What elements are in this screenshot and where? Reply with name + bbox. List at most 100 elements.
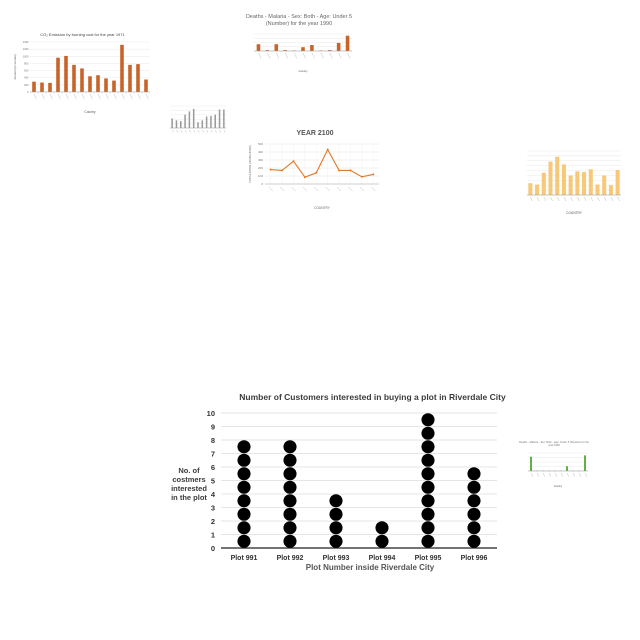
x-tick-label [97, 93, 101, 99]
bar [595, 184, 600, 195]
x-axis-label: Country [298, 69, 308, 73]
data-dot [237, 534, 251, 548]
data-point [292, 160, 295, 163]
bar [265, 50, 270, 51]
bar [72, 64, 76, 92]
y-tick-label: 800 [24, 61, 29, 65]
x-tick-label [171, 129, 174, 133]
data-dot [283, 507, 297, 521]
x-tick-label [543, 196, 547, 202]
data-dot [237, 453, 251, 467]
y-tick-label: 1200 [23, 47, 29, 51]
x-tick-label [590, 196, 594, 202]
data-dot [329, 494, 343, 508]
x-tick-label [597, 196, 600, 202]
malaria-deaths-thumbnail: Deaths - Malaria - Sex: Both - Age: Unde… [240, 14, 358, 88]
x-tick-label: Plot 992 [277, 555, 304, 562]
data-point [315, 171, 318, 174]
x-tick-label [570, 196, 573, 202]
x-tick-label [279, 186, 285, 192]
data-point [360, 175, 363, 178]
x-tick-label [113, 93, 117, 99]
y-tick-label: 7 [211, 450, 215, 459]
bar [327, 50, 332, 51]
bar [301, 47, 305, 51]
x-tick-label [129, 93, 133, 99]
main-x-axis-label: Plot Number inside Riverdale City [305, 563, 435, 572]
data-dot [421, 426, 435, 440]
bar [561, 164, 566, 195]
malaria-green-title: Deaths - Malaria - Sex: Both - Age: Unde… [519, 441, 589, 448]
y-tick-label: 3 [211, 504, 215, 513]
x-tick-label [563, 196, 567, 202]
bar [608, 185, 613, 195]
data-point [338, 169, 341, 172]
x-tick-label [329, 52, 333, 59]
y-tick-label: 8 [211, 436, 215, 445]
data-dot [237, 467, 251, 481]
x-tick-label: Plot 995 [415, 555, 442, 562]
y-tick-label: 500 [258, 142, 263, 146]
bar [602, 175, 607, 195]
data-dot [283, 480, 297, 494]
x-axis-label: Country [84, 110, 96, 114]
bar [112, 80, 116, 92]
x-tick-label [41, 93, 45, 99]
bar [32, 81, 36, 92]
data-dot [421, 440, 435, 454]
x-tick-label [49, 93, 53, 99]
data-point [349, 169, 352, 172]
bar [588, 169, 593, 195]
bar [56, 57, 60, 92]
x-axis-label: COUNTRY [314, 206, 331, 210]
data-dot [283, 453, 297, 467]
x-tick-label [81, 93, 85, 99]
data-dot [421, 494, 435, 508]
y-tick-label: 100 [258, 174, 263, 178]
x-tick-label [371, 186, 376, 192]
year-2100-line-chart: 0 100 200 300 400 500 COUNTRY POPULATION (IN MI… [248, 142, 379, 210]
bar [548, 161, 553, 195]
bar [210, 115, 212, 128]
x-tick-label [184, 129, 187, 133]
data-dot [329, 534, 343, 548]
bar [48, 82, 52, 92]
year-2100-thumbnail: YEAR 2100 0 100 200 300 400 500 COUNTRY POPULAT… [245, 130, 385, 212]
data-dot [421, 467, 435, 481]
x-tick-label [348, 186, 353, 192]
y-tick-label: 1 [211, 531, 215, 540]
x-tick-label: Plot 994 [369, 555, 396, 562]
data-dot [283, 494, 297, 508]
bar [96, 75, 100, 92]
data-dot [421, 534, 435, 548]
data-dot [467, 480, 481, 494]
bar [283, 50, 287, 51]
x-tick-label [258, 52, 262, 59]
data-point [303, 176, 306, 179]
data-dot [237, 440, 251, 454]
data-dot [329, 507, 343, 521]
data-dot [375, 521, 389, 535]
x-tick-label [583, 196, 587, 202]
x-tick-label [197, 129, 200, 133]
x-tick-label [176, 129, 178, 133]
x-tick-label [210, 129, 213, 133]
y-tick-label: 10 [207, 409, 215, 418]
x-tick-label [267, 52, 271, 59]
bar [615, 169, 620, 195]
x-tick-label [215, 129, 217, 133]
y-tick-label: 400 [24, 76, 29, 80]
bar [568, 175, 573, 195]
y-tick-label: 1400 [23, 40, 29, 44]
malaria-green-bar-chart: Country [528, 452, 588, 488]
x-tick-label [268, 186, 273, 192]
y-tick-label: 200 [24, 83, 29, 87]
x-tick-label [325, 186, 330, 192]
x-tick-label [193, 129, 196, 133]
bar [555, 156, 560, 195]
bar [214, 114, 216, 128]
x-tick-label [137, 93, 141, 99]
x-tick-label [338, 52, 342, 59]
data-dot [467, 467, 481, 481]
x-tick-label [542, 472, 546, 477]
